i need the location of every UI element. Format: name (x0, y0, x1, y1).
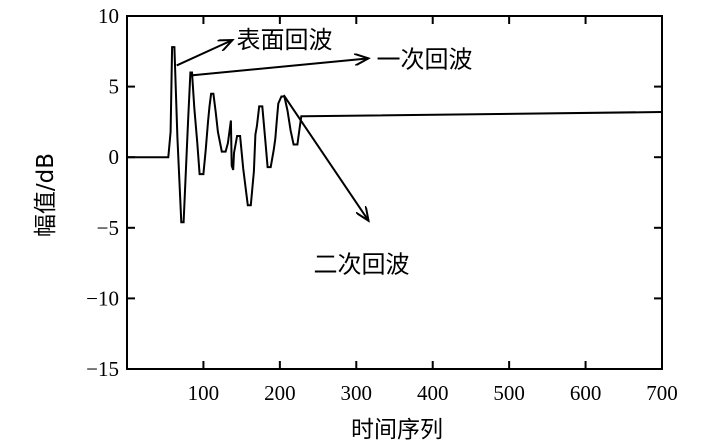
y-tick-label: −10 (86, 286, 119, 310)
x-tick-label: 400 (417, 381, 449, 405)
x-tick-label: 100 (188, 381, 220, 405)
plot-frame (126, 15, 663, 370)
annotation-label: 表面回波 (236, 26, 332, 54)
y-axis-title: 幅值/dB (33, 153, 59, 237)
x-tick-label: 700 (646, 381, 678, 405)
annotation-label: 一次回波 (377, 45, 473, 73)
y-tick-label: 5 (109, 75, 120, 99)
x-tick-label: 500 (493, 381, 525, 405)
annotation-arrow (192, 58, 369, 77)
x-axis-title: 时间序列 (351, 417, 443, 443)
y-tick-label: −5 (97, 216, 119, 240)
annotation-label: 二次回波 (314, 251, 410, 279)
y-tick-label: −15 (86, 357, 119, 381)
y-tick-label: 0 (109, 145, 120, 169)
annotation-arrow (176, 40, 233, 67)
annotation-arrow (282, 94, 369, 221)
x-tick-label: 200 (264, 381, 296, 405)
x-tick-label: 600 (570, 381, 602, 405)
y-tick-label: 10 (98, 4, 119, 28)
series-line (127, 46, 663, 224)
x-tick-label: 300 (341, 381, 373, 405)
